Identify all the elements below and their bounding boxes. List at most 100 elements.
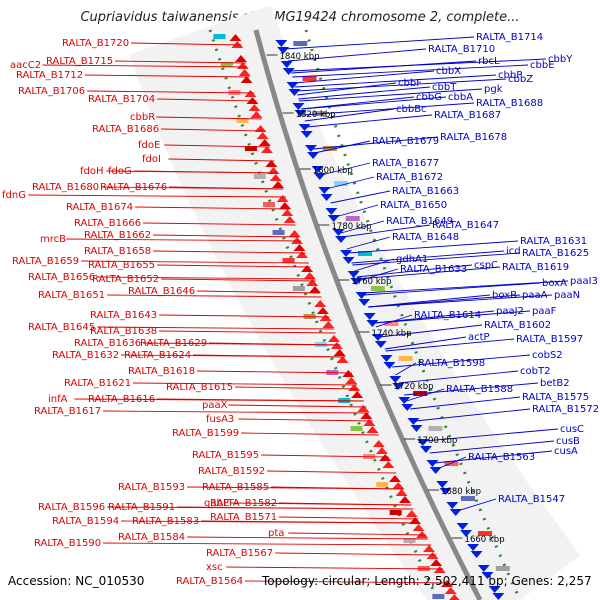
left-connector-line <box>81 260 309 264</box>
gene-arrow-right <box>275 40 288 47</box>
gene-arrow-left <box>363 419 376 426</box>
left-connector-line <box>85 74 250 78</box>
left-connector-line <box>279 502 412 506</box>
left-gene-label: RALTA_B1686 <box>92 124 159 135</box>
left-gene-label: fusA3 <box>206 414 234 425</box>
left-connector-line <box>161 128 266 132</box>
left-connector-line <box>275 552 437 556</box>
right-connector-line <box>346 236 391 250</box>
right-gene-label: RALTA_B1647 <box>432 220 499 231</box>
left-gene-label: RALTA_B1583 <box>132 516 199 527</box>
left-gene-label: RALTA_B1591 <box>108 502 175 513</box>
gene-arrow-left <box>375 447 388 454</box>
gene-arrow-left <box>301 265 314 272</box>
gene-block <box>272 230 285 235</box>
left-gene-label: RALTA_B1621 <box>64 378 131 389</box>
left-gene-label: RALTA_B1666 <box>74 218 141 229</box>
left-gene-label: RALTA_B1595 <box>192 450 259 461</box>
right-gene-label: paaF <box>532 306 557 317</box>
left-gene-label: RALTA_B1617 <box>34 406 101 417</box>
right-gene-label: cbbX <box>436 66 461 77</box>
gene-block <box>478 531 493 536</box>
gene-arrow-left <box>260 146 273 153</box>
right-gene-label: cbbY <box>548 54 573 65</box>
gene-arrow-right <box>401 404 414 411</box>
gene-arrow-right <box>304 145 317 152</box>
gene-arrow-right <box>294 110 307 117</box>
gene-arrow-right <box>460 530 473 537</box>
right-connector-line <box>292 64 529 78</box>
left-connector-line <box>197 290 321 294</box>
right-connector-line <box>314 140 371 154</box>
right-gene-label: RALTA_B1678 <box>440 132 507 143</box>
left-gene-label: paaX <box>202 400 228 411</box>
left-connector-line <box>193 354 346 358</box>
left-connector-line <box>209 342 341 346</box>
left-gene-label: fdoG <box>108 166 132 177</box>
gene-block <box>370 286 385 291</box>
left-gene-label: RALTA_B1590 <box>34 538 101 549</box>
scale-label: 1760 kbp <box>351 277 391 287</box>
right-connector-line <box>384 336 467 350</box>
gc-content-track-left <box>208 29 440 600</box>
right-gene-label: RALTA_B1572 <box>532 404 599 415</box>
gene-block <box>389 510 402 515</box>
gene-arrow-left <box>409 517 422 524</box>
right-connector-line <box>368 294 553 308</box>
gene-arrow-left <box>319 314 332 321</box>
gene-arrow-right <box>350 278 363 285</box>
gene-arrow-left <box>283 216 296 223</box>
gene-arrow-left <box>293 244 306 251</box>
right-gene-label: boxB <box>492 290 517 301</box>
gene-arrow-right <box>436 481 449 488</box>
gene-arrow-left <box>269 174 282 181</box>
gene-arrow-left <box>433 566 446 573</box>
scale-label: 1740 kbp <box>372 329 412 339</box>
gene-arrow-left <box>308 286 321 293</box>
right-connector-line <box>375 314 413 328</box>
right-gene-label: pgk <box>484 84 503 95</box>
left-gene-label: RALTA_B1638 <box>90 326 157 337</box>
left-connector-line <box>153 250 306 254</box>
gene-block <box>345 216 360 221</box>
gene-arrow-right <box>311 166 324 173</box>
right-gene-label: rbcL <box>478 56 500 67</box>
gene-arrow-right <box>298 124 311 131</box>
gene-arrow-left <box>267 167 280 174</box>
gene-arrow-left <box>322 321 335 328</box>
right-gene-label: cbbF <box>398 78 422 89</box>
right-gene-label: RALTA_B1649 <box>386 216 453 227</box>
right-connector-line <box>457 498 497 512</box>
right-connector-line <box>284 36 475 50</box>
gene-arrow-left <box>372 440 385 447</box>
gene-block <box>293 41 308 46</box>
left-gene-label: RALTA_B1571 <box>210 512 277 523</box>
gene-arrow-right <box>332 229 345 236</box>
left-connector-line <box>157 98 257 102</box>
left-connector-line <box>261 454 389 458</box>
gene-block <box>292 286 305 291</box>
left-connector-line <box>168 158 275 162</box>
left-connector-line <box>159 314 330 318</box>
right-gene-label: betB2 <box>540 378 570 389</box>
left-connector-line <box>115 60 246 64</box>
gene-arrow-right <box>488 586 501 593</box>
left-connector-line <box>271 486 404 490</box>
right-gene-label: gdhA1 <box>396 254 428 265</box>
left-gene-label: cbbR <box>130 112 155 123</box>
right-connector-line <box>291 60 477 74</box>
genome-backbone <box>253 29 483 600</box>
left-gene-label: RALTA_B1618 <box>128 366 195 377</box>
right-gene-label: RALTA_B1547 <box>498 494 565 505</box>
left-gene-label: RALTA_B1616 <box>88 394 155 405</box>
gene-arrow-left <box>444 587 457 594</box>
map-ring-background <box>129 5 581 600</box>
right-gene-label: paaN <box>554 290 580 301</box>
right-connector-line <box>302 102 475 116</box>
gene-block <box>244 146 257 151</box>
right-connector-line <box>357 266 501 280</box>
left-gene-label: infA <box>48 394 68 405</box>
gene-arrow-left <box>291 237 304 244</box>
left-connector-line <box>238 418 373 422</box>
